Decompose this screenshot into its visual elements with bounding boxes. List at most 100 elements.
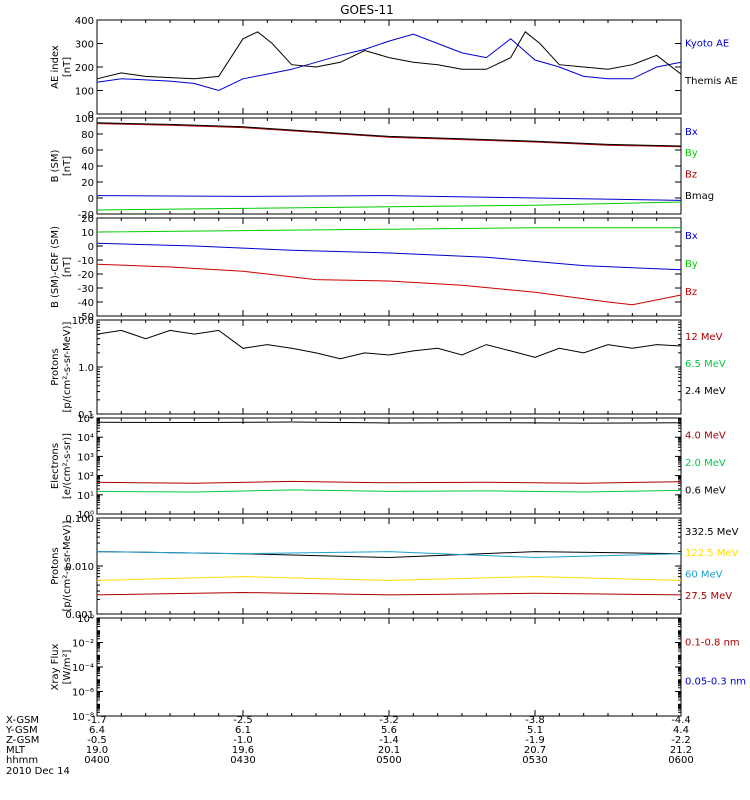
series-line: [96, 263, 682, 306]
footer-row-label: Y-GSM: [5, 725, 38, 736]
y-tick-label: 100: [75, 87, 94, 98]
footer-value: 0530: [522, 755, 547, 766]
y-tick-label: -10: [78, 256, 94, 267]
footer-value: 4.4: [673, 725, 689, 736]
panel-frame: [96, 217, 682, 317]
series-line: [96, 123, 682, 148]
legend-label: 4.0 MeV: [685, 430, 726, 441]
y-tick-label: 10⁰: [77, 510, 94, 521]
legend-label: 12 MeV: [685, 332, 723, 343]
footer-value: -1.7: [87, 715, 107, 726]
series-line: [96, 591, 682, 596]
y-axis-label: Electrons: [50, 443, 61, 489]
series-line: [96, 480, 682, 484]
footer-value: 0430: [230, 755, 255, 766]
y-axis-label: [p/(cm²-s-sr-MeV)]: [62, 520, 73, 611]
panel-frame: [96, 19, 682, 115]
footer-value: -1.9: [525, 735, 545, 746]
series-line: [96, 33, 682, 92]
y-tick-label: 1.0: [78, 363, 94, 374]
y-tick-label: 10⁻⁶: [72, 688, 94, 699]
y-axis-label: B (SM): [50, 149, 61, 182]
y-axis-label: [nT]: [62, 57, 73, 77]
footer-value: -1.0: [233, 735, 253, 746]
y-tick-label: 10⁰: [77, 614, 94, 625]
y-tick-label: 10⁻²: [72, 639, 94, 650]
y-axis-label: [p/(cm²-s-sr-MeV)]: [62, 321, 73, 412]
panel-3: -50 -40 -30 -20 -10 0 10 20 B (SM)-CRF (SM) [nT] B…: [50, 214, 698, 323]
plot-title: GOES-11: [340, 3, 394, 17]
y-axis-label: Protons: [50, 547, 61, 584]
y-tick-label: 400: [75, 16, 94, 27]
legend-label: Kyoto AE: [685, 39, 729, 50]
y-tick-label: 80: [81, 130, 94, 141]
legend-label: Bmag: [685, 191, 714, 202]
y-tick-label: -30: [78, 284, 94, 295]
y-axis-label: [W/m²]: [62, 649, 73, 684]
y-tick-label: 0.001: [65, 610, 94, 621]
footer-value: -1.4: [379, 735, 399, 746]
y-axis-label: Xray Flux: [50, 643, 61, 690]
y-axis-label: AE index: [50, 45, 61, 89]
y-axis-label: [nT]: [62, 156, 73, 176]
footer-value: -0.5: [87, 735, 107, 746]
y-tick-label: 10⁻⁸: [72, 712, 94, 723]
y-axis-label: [nT]: [62, 257, 73, 277]
y-tick-label: 0: [88, 194, 94, 205]
series-line: [96, 195, 682, 201]
y-tick-label: -40: [78, 298, 94, 309]
y-tick-label: 10⁵: [77, 414, 94, 425]
panel-5: 10⁰ 10¹ 10² 10³ 10⁴ 10⁵ Electrons [e/(cm²-s-sr)…: [50, 414, 726, 521]
legend-label: Bx: [685, 127, 698, 138]
footer-value: 6.4: [89, 725, 105, 736]
series-line: [96, 576, 682, 581]
y-tick-label: 10¹: [77, 491, 94, 502]
legend-label: 60 MeV: [685, 569, 723, 580]
series-line: [96, 201, 682, 211]
footer-value: 0500: [376, 755, 401, 766]
footer-value: -3.8: [525, 715, 545, 726]
footer-value: 19.6: [232, 745, 254, 756]
footer-value: 0600: [668, 755, 693, 766]
series-line: [96, 489, 682, 493]
footer-value: 0400: [84, 755, 109, 766]
y-tick-label: 10³: [77, 452, 94, 463]
legend-label: Bx: [685, 231, 698, 242]
footer-value: -3.2: [379, 715, 399, 726]
legend-label: 0.1-0.8 nm: [685, 638, 740, 649]
panel-frame: [96, 517, 682, 615]
panel-frame: [96, 617, 682, 717]
y-tick-label: 40: [81, 162, 94, 173]
panel-frame: [96, 417, 682, 515]
y-tick-label: 0.100: [65, 514, 94, 525]
legend-label: Themis AE: [684, 76, 738, 87]
legend-label: 0.05-0.3 nm: [685, 677, 746, 688]
series-line: [96, 227, 681, 233]
panel-2: -20 0 20 40 60 80 100 B (SM) [nT] Bx By Bz Bmag: [50, 114, 714, 221]
footer-row-label: Z-GSM: [6, 735, 39, 746]
legend-label: 2.0 MeV: [685, 458, 726, 469]
y-tick-label: 20: [81, 178, 94, 189]
panel-frame: [96, 319, 682, 415]
y-tick-label: -20: [78, 210, 94, 221]
y-tick-label: 10: [81, 228, 94, 239]
y-tick-label: 10⁻⁴: [72, 663, 94, 674]
legend-label: Bz: [685, 287, 697, 298]
footer-value: 5.6: [381, 725, 397, 736]
y-tick-label: 0.1: [78, 410, 94, 421]
legend-label: 6.5 MeV: [685, 359, 726, 370]
y-tick-label: 200: [75, 63, 94, 74]
y-tick-label: 10.0: [72, 316, 94, 327]
panel-6: 0.001 0.010 0.100 Protons [p/(cm²-s-sr-MeV)]…: [50, 514, 739, 621]
y-axis-label: B (SM)-CRF (SM): [50, 226, 61, 308]
y-tick-label: 60: [81, 146, 94, 157]
y-tick-label: 0: [88, 110, 94, 121]
y-tick-label: 10⁴: [77, 433, 94, 444]
y-tick-label: -20: [78, 270, 94, 281]
series-line: [96, 551, 682, 559]
legend-label: 27.5 MeV: [685, 591, 732, 602]
panel-1: 0 100 200 300 400 AE index [nT] Kyoto AE Themis …: [50, 16, 738, 121]
footer-value: 20.7: [524, 745, 546, 756]
